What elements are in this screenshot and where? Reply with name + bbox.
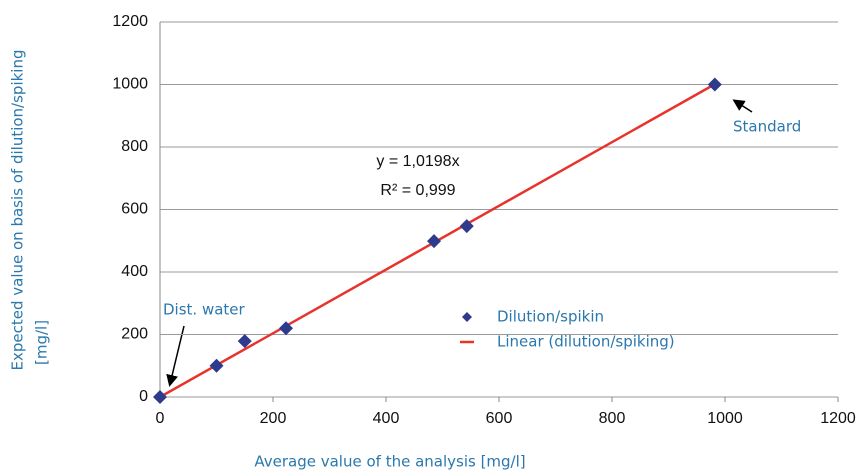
x-tick-label: 600 [486, 410, 513, 427]
legend-marker [462, 312, 472, 322]
x-tick-label: 1000 [707, 410, 743, 427]
point [707, 77, 722, 92]
y-axis-label: [mg/l] [33, 320, 51, 365]
y-tick-label: 200 [121, 326, 148, 343]
x-tick-label: 400 [373, 410, 400, 427]
x-tick-label: 1200 [820, 410, 856, 427]
arrow [732, 99, 753, 113]
annotation: Standard [733, 118, 801, 136]
x-tick-label: 200 [260, 410, 287, 427]
point [459, 219, 474, 234]
y-axis-label: Expected value on basis of dilution/spik… [9, 50, 27, 371]
point [278, 321, 293, 336]
y-tick-label: 800 [121, 138, 148, 155]
y-tick-label: 0 [139, 388, 148, 405]
x-axis-label: Average value of the analysis [mg/l] [254, 453, 525, 471]
equation: y = 1,0198x [376, 153, 459, 170]
legend-label: Linear (dilution/spiking) [497, 333, 675, 351]
annotation: Dist. water [163, 301, 246, 319]
legend-label: Dilution/spikin [497, 308, 604, 326]
r-squared: R² = 0,999 [380, 182, 455, 199]
point [153, 390, 167, 404]
y-tick-label: 400 [121, 263, 148, 280]
y-tick-label: 1000 [112, 76, 148, 93]
point [237, 334, 252, 349]
x-tick-label: 0 [156, 410, 165, 427]
x-tick-label: 800 [599, 410, 626, 427]
y-tick-label: 600 [121, 201, 148, 218]
point [427, 234, 442, 249]
y-tick-label: 1200 [112, 13, 148, 30]
point [209, 358, 224, 373]
arrow [166, 325, 185, 387]
